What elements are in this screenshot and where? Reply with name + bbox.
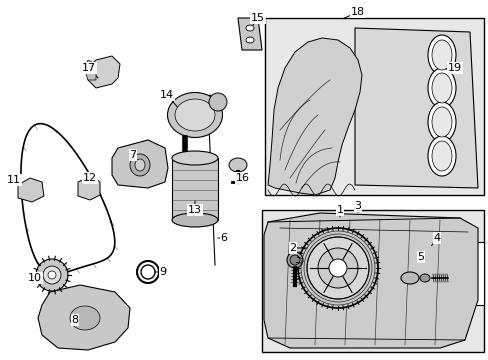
Ellipse shape [208,93,226,111]
Ellipse shape [431,73,451,103]
Text: 4: 4 [432,233,440,243]
Text: 6: 6 [220,233,227,243]
Text: 1: 1 [336,205,343,215]
Ellipse shape [43,266,61,284]
Text: 3: 3 [354,201,361,211]
Polygon shape [238,18,262,50]
Ellipse shape [328,259,346,277]
Ellipse shape [419,274,429,282]
Ellipse shape [141,265,155,279]
Ellipse shape [400,272,418,284]
Ellipse shape [431,40,451,70]
Text: 14: 14 [160,90,174,100]
Ellipse shape [135,159,145,171]
Ellipse shape [70,306,100,330]
Text: 16: 16 [236,173,249,183]
Ellipse shape [175,99,215,131]
Ellipse shape [172,213,218,227]
Text: 2: 2 [289,243,296,253]
Ellipse shape [130,154,150,176]
Ellipse shape [36,259,68,291]
Text: 8: 8 [71,315,79,325]
Ellipse shape [427,35,455,75]
Polygon shape [112,140,168,188]
Text: 18: 18 [350,7,365,17]
Ellipse shape [427,136,455,176]
Text: 10: 10 [28,273,42,283]
Ellipse shape [172,151,218,165]
Ellipse shape [297,228,377,308]
Text: 7: 7 [129,150,136,160]
Ellipse shape [431,141,451,171]
Text: 17: 17 [82,63,96,73]
Bar [262,210,483,352]
Text: 9: 9 [159,267,166,277]
Ellipse shape [306,237,368,299]
Polygon shape [264,213,477,348]
Text: 5: 5 [417,252,424,262]
Ellipse shape [286,252,303,268]
Ellipse shape [48,271,56,279]
Ellipse shape [167,93,222,138]
Text: 11: 11 [7,175,21,185]
Bar [172,158,218,220]
Bar [264,18,483,195]
Bar [384,242,483,305]
Ellipse shape [317,248,357,288]
Polygon shape [354,28,477,188]
Ellipse shape [427,102,455,142]
Ellipse shape [431,107,451,137]
Polygon shape [18,178,44,202]
Polygon shape [267,38,361,195]
Text: 15: 15 [250,13,264,23]
Polygon shape [78,176,100,200]
Ellipse shape [245,37,253,43]
Polygon shape [38,285,130,350]
Ellipse shape [427,68,455,108]
Polygon shape [88,56,120,88]
Ellipse shape [228,158,246,172]
Text: 12: 12 [83,173,97,183]
Text: 13: 13 [187,205,202,215]
Ellipse shape [245,25,253,31]
Polygon shape [84,60,96,80]
Text: 19: 19 [447,63,461,73]
Ellipse shape [289,255,299,265]
